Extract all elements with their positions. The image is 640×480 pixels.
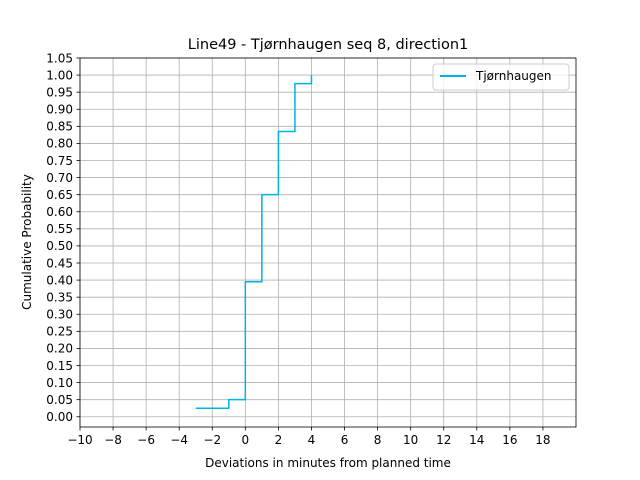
x-tick-label: 14 <box>469 433 484 447</box>
y-tick-label: 0.60 <box>46 205 73 219</box>
y-tick-label: 1.05 <box>46 51 73 65</box>
legend-box <box>432 63 570 91</box>
x-tick-label: −4 <box>170 433 188 447</box>
x-tick-label: −6 <box>137 433 155 447</box>
y-axis-label: Cumulative Probability <box>20 174 34 310</box>
x-tick-label: 2 <box>275 433 283 447</box>
y-tick-label: 0.45 <box>46 256 73 270</box>
y-tick-label: 0.15 <box>46 359 73 373</box>
y-tick-label: 0.50 <box>46 239 73 253</box>
y-tick-label: 0.90 <box>46 103 73 117</box>
y-tick-label: 0.95 <box>46 85 73 99</box>
legend: Tjørnhaugen <box>432 63 570 91</box>
series-layer <box>195 75 313 409</box>
y-tick-label: 0.70 <box>46 171 73 185</box>
y-tick-label: 0.40 <box>46 273 73 287</box>
x-tick-label: 8 <box>374 433 382 447</box>
y-tick-label: 0.55 <box>46 222 73 236</box>
y-tick-label: 0.85 <box>46 120 73 134</box>
y-tick-label: 0.10 <box>46 376 73 390</box>
y-tick-label: 0.00 <box>46 410 73 424</box>
x-axis-ticks: −10 −8 −6 −4 −2 0 2 4 6 8 10 12 14 16 18 <box>67 427 551 447</box>
y-tick-label: 0.80 <box>46 137 73 151</box>
legend-label-tjornhaugen: Tjørnhaugen <box>475 69 552 83</box>
plot-frame <box>79 57 577 428</box>
x-tick-label: −2 <box>203 433 221 447</box>
y-tick-label: 0.75 <box>46 154 73 168</box>
y-tick-label: 0.30 <box>46 308 73 322</box>
x-tick-label: 16 <box>502 433 517 447</box>
x-axis-label: Deviations in minutes from planned time <box>205 456 451 470</box>
y-tick-label: 0.25 <box>46 325 73 339</box>
series-line-tjornhaugen <box>195 75 313 409</box>
x-tick-label: −10 <box>67 433 92 447</box>
y-tick-label: 0.20 <box>46 342 73 356</box>
x-tick-label: −8 <box>104 433 122 447</box>
y-tick-label: 0.35 <box>46 290 73 304</box>
x-tick-label: 18 <box>535 433 550 447</box>
x-tick-label: 10 <box>403 433 418 447</box>
x-tick-label: 6 <box>341 433 349 447</box>
y-tick-label: 1.00 <box>46 68 73 82</box>
x-tick-label: 4 <box>308 433 316 447</box>
y-axis-ticks: 0.00 0.05 0.10 0.15 0.20 0.25 0.30 0.35 0.40 0.45… <box>46 51 80 424</box>
chart-title: Line49 - Tjørnhaugen seq 8, direction1 <box>188 37 468 53</box>
x-tick-label: 12 <box>436 433 451 447</box>
y-tick-label: 0.65 <box>46 188 73 202</box>
x-tick-label: 0 <box>242 433 250 447</box>
y-tick-label: 0.05 <box>46 393 73 407</box>
